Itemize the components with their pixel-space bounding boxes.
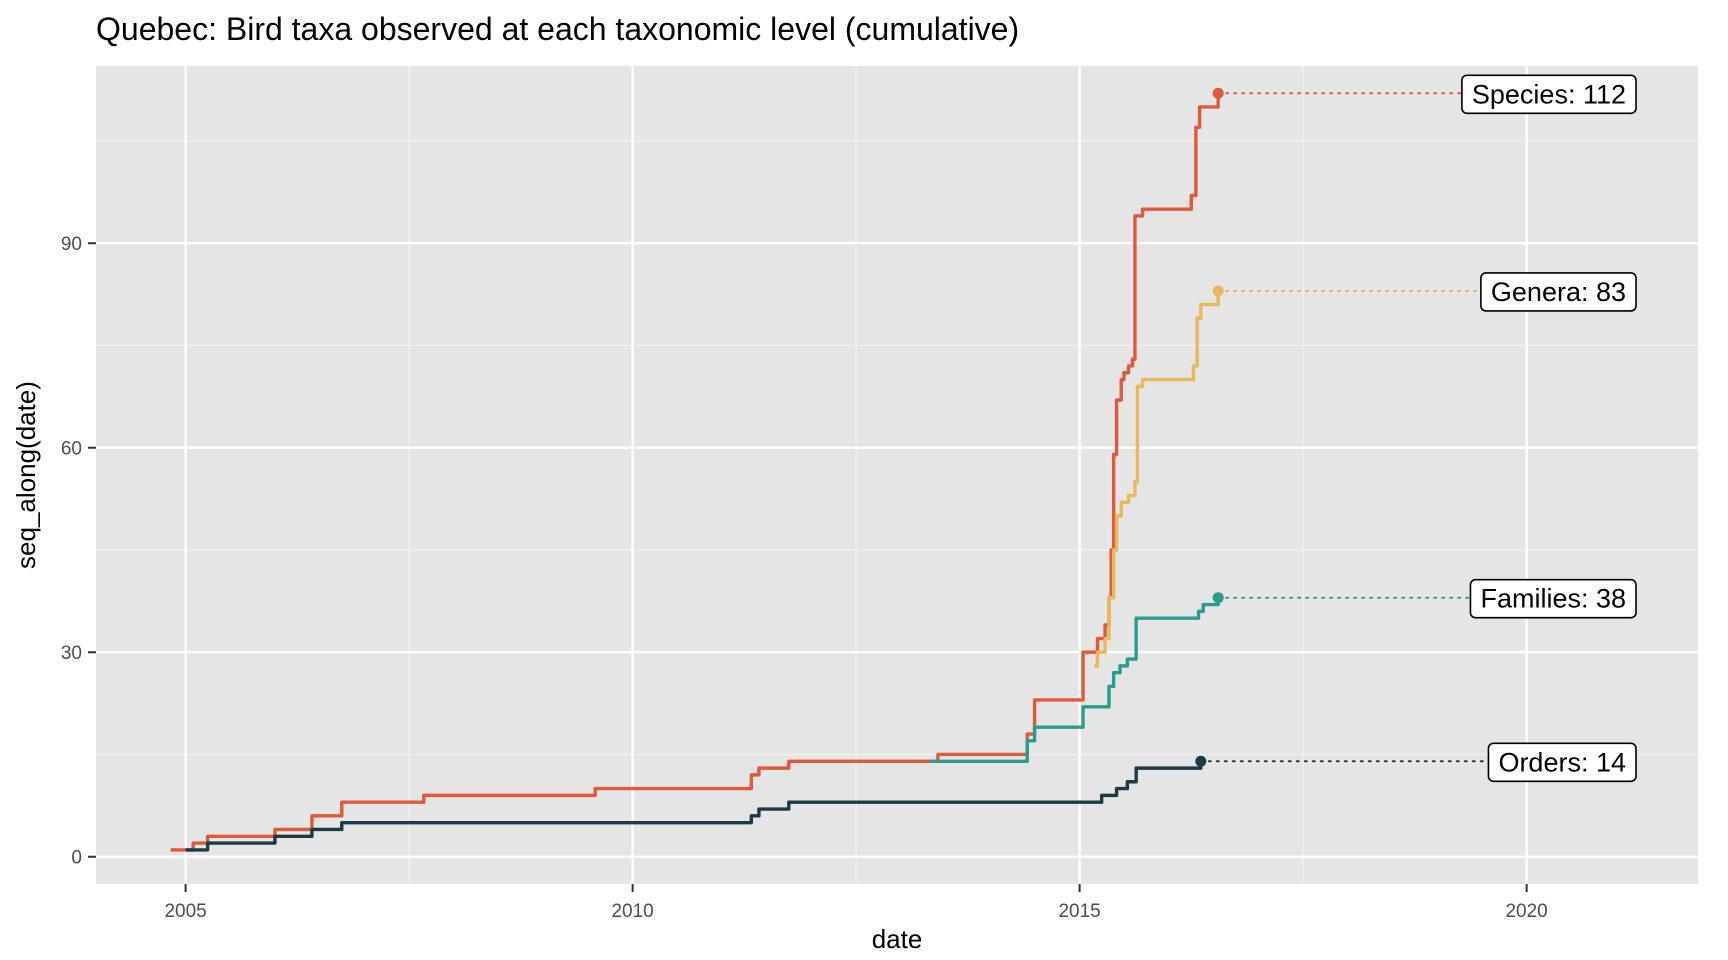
end-point-families [1212, 592, 1224, 604]
end-label-box-orders [1487, 742, 1637, 783]
y-axis: 0 30 60 90 [61, 234, 96, 869]
plot-panel [96, 66, 1698, 884]
series-layer: Species: 112 Genera: 83 Families: 38 Orders… [170, 74, 1637, 852]
grid-minor [96, 66, 1698, 884]
x-tick-label: 2015 [1058, 901, 1100, 922]
end-label-text-families: Families: 38 [1480, 584, 1626, 614]
grid-major [96, 66, 1698, 884]
end-label-species: Species: 112 [1461, 74, 1637, 115]
x-tick-label: 2005 [164, 901, 206, 922]
end-label-box-families [1469, 578, 1637, 619]
y-tick-label: 30 [61, 643, 82, 664]
series-line-genera [1094, 290, 1220, 668]
series-line-families [930, 597, 1220, 763]
end-label-text-species: Species: 112 [1472, 79, 1626, 109]
end-label-orders: Orders: 14 [1487, 742, 1637, 783]
end-point-species [1212, 87, 1224, 99]
x-axis: 2005 2010 2015 2020 [164, 884, 1548, 922]
series-line-orders [185, 761, 1203, 852]
x-tick-label: 2010 [611, 901, 653, 922]
chart-title: Quebec: Bird taxa observed at each taxon… [96, 11, 1019, 47]
end-label-genera: Genera: 83 [1480, 272, 1637, 312]
end-label-box-genera [1480, 272, 1637, 312]
end-label-families: Families: 38 [1469, 578, 1637, 619]
y-tick-label: 60 [61, 439, 82, 460]
y-tick-label: 0 [71, 848, 82, 869]
x-tick-label: 2020 [1505, 901, 1547, 922]
y-tick-label: 90 [61, 234, 82, 255]
end-label-box-species [1461, 74, 1637, 115]
x-axis-title: date [872, 924, 923, 954]
y-axis-title: seq_along(date) [11, 381, 41, 569]
series-line-species [170, 93, 1220, 852]
end-point-genera [1212, 285, 1224, 297]
end-point-orders [1195, 755, 1207, 767]
end-label-text-orders: Orders: 14 [1498, 747, 1626, 777]
end-label-text-genera: Genera: 83 [1491, 277, 1626, 307]
